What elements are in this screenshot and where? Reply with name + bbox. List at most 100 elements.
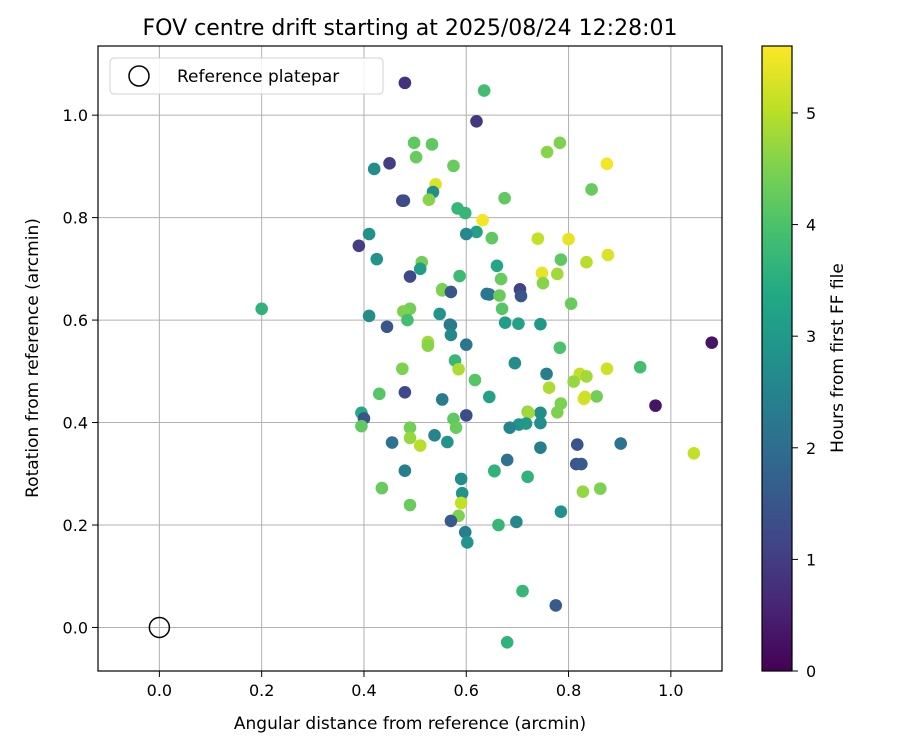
x-axis-label: Angular distance from reference (arcmin): [234, 714, 586, 734]
data-point: [549, 599, 563, 612]
data-point: [534, 317, 547, 331]
data-point: [570, 438, 584, 451]
colorbar-tick-label: 1: [806, 550, 816, 569]
data-point: [562, 232, 575, 246]
data-point: [447, 159, 460, 173]
y-tick-label: 1.0: [63, 106, 88, 125]
data-point: [494, 272, 508, 286]
data-point: [564, 297, 578, 310]
data-point: [495, 302, 509, 316]
data-point: [600, 157, 614, 171]
y-tick-label: 0.8: [63, 209, 88, 228]
data-point: [449, 421, 463, 434]
data-point: [482, 390, 496, 404]
data-point: [428, 429, 441, 442]
colorbar-ticks: 0 1 2 3 4 5: [792, 104, 816, 681]
data-point: [551, 267, 564, 281]
data-point: [454, 496, 468, 510]
data-point: [255, 302, 268, 316]
data-point: [551, 405, 564, 419]
data-point: [534, 416, 547, 430]
legend: Reference platepar: [109, 57, 384, 95]
data-point: [435, 393, 449, 406]
data-point: [649, 399, 662, 412]
x-tick-label: 0.4: [351, 681, 376, 700]
data-point: [576, 485, 590, 498]
data-point: [542, 381, 556, 395]
data-point: [540, 367, 553, 381]
data-point: [580, 370, 593, 383]
y-axis-ticks: 0.0 0.2 0.4 0.6 0.8 1.0: [63, 106, 98, 637]
y-tick-label: 0.4: [63, 414, 88, 433]
data-point: [536, 276, 550, 290]
data-point: [453, 269, 466, 283]
data-point: [444, 328, 458, 342]
data-point: [488, 464, 501, 477]
data-point: [477, 84, 491, 97]
colorbar-tick-label: 4: [806, 216, 816, 235]
colorbar-tick-label: 3: [806, 327, 816, 346]
y-tick-label: 0.2: [63, 516, 88, 535]
data-point: [705, 336, 719, 349]
colorbar-label: Hours from first FF file: [828, 263, 848, 453]
colorbar-tick-label: 5: [806, 104, 816, 123]
legend-marker: [128, 65, 150, 87]
data-point: [601, 248, 615, 262]
chart-title: FOV centre drift starting at 2025/08/24 …: [143, 16, 678, 41]
data-point: [553, 341, 567, 355]
data-point: [492, 518, 505, 532]
data-point: [407, 136, 421, 150]
data-point: [514, 289, 528, 303]
data-point: [403, 431, 417, 445]
data-point: [470, 225, 483, 239]
data-point: [441, 435, 454, 449]
data-point: [508, 356, 522, 370]
data-point: [362, 227, 376, 241]
data-point: [614, 437, 628, 450]
data-point: [413, 262, 427, 276]
data-point: [355, 419, 368, 433]
legend-label: Reference platepar: [177, 67, 339, 87]
data-point: [362, 309, 376, 323]
data-point: [397, 194, 411, 208]
data-point: [600, 362, 614, 376]
data-point: [444, 514, 458, 528]
data-point: [554, 505, 568, 518]
data-point: [444, 318, 458, 332]
data-points: [255, 76, 719, 649]
data-point: [468, 373, 482, 387]
data-point: [403, 498, 417, 512]
legend-box: [109, 57, 384, 95]
data-point: [553, 136, 567, 150]
data-point: [398, 76, 412, 90]
data-point: [540, 145, 554, 159]
data-point: [522, 406, 535, 420]
x-tick-label: 0.2: [249, 681, 274, 700]
data-point: [425, 138, 439, 151]
data-point: [535, 266, 549, 280]
data-point: [687, 446, 701, 460]
data-point: [455, 486, 469, 500]
y-tick-label: 0.0: [63, 618, 88, 637]
x-tick-label: 0.6: [454, 681, 479, 700]
data-point: [490, 259, 504, 273]
data-point: [398, 464, 412, 477]
data-point: [409, 150, 423, 164]
data-point: [444, 285, 458, 299]
x-axis-ticks: 0.0 0.2 0.4 0.6 0.8 1.0: [147, 671, 684, 700]
data-point: [458, 206, 472, 220]
data-point: [485, 231, 499, 245]
colorbar-tick-label: 0: [806, 662, 816, 681]
data-point: [401, 313, 414, 327]
y-axis-label: Rotation from reference (arcmin): [23, 218, 43, 498]
reference-point: [148, 616, 171, 639]
data-point: [470, 115, 483, 128]
data-point: [593, 482, 607, 495]
data-point: [367, 162, 381, 176]
plot-frame: [97, 45, 723, 672]
data-point: [476, 213, 489, 227]
data-point: [575, 457, 588, 471]
x-tick-label: 0.0: [147, 681, 172, 700]
data-point: [633, 360, 647, 374]
data-point: [534, 406, 547, 420]
